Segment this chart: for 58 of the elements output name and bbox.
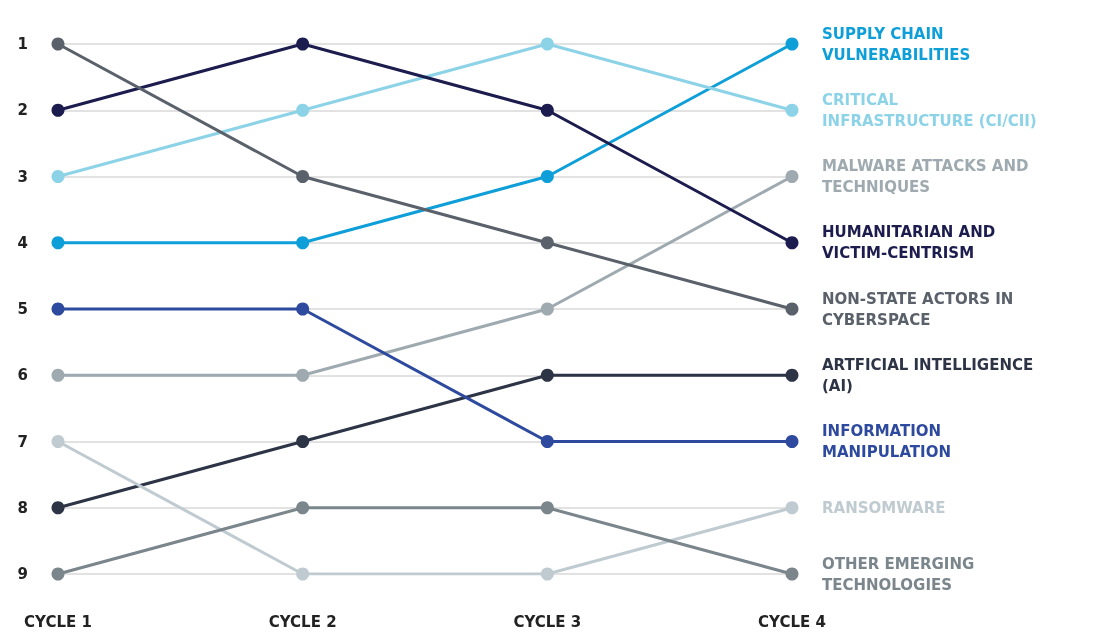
series-label: ARTFICIAL INTELLIGENCE (AI) bbox=[822, 355, 1039, 395]
point bbox=[51, 170, 65, 183]
point bbox=[540, 435, 554, 448]
point bbox=[785, 435, 799, 448]
point bbox=[51, 236, 65, 250]
point bbox=[540, 170, 554, 183]
y-tick-label: 3 bbox=[17, 167, 28, 186]
point bbox=[540, 501, 554, 515]
series-label: NON-STATE ACTORS IN CYBERSPACE bbox=[822, 289, 1019, 329]
point bbox=[296, 170, 310, 183]
y-tick-label: 6 bbox=[17, 366, 28, 385]
x-tick-label: CYCLE 4 bbox=[758, 612, 826, 631]
y-tick-label: 4 bbox=[17, 233, 28, 252]
y-tick-label: 5 bbox=[17, 300, 28, 318]
point bbox=[785, 368, 799, 382]
point bbox=[51, 501, 65, 515]
x-tick-label: CYCLE 2 bbox=[268, 612, 337, 631]
point bbox=[296, 368, 310, 382]
point bbox=[785, 501, 799, 515]
point bbox=[785, 103, 799, 117]
series-label: HUMANITARIAN AND VICTIM-CENTRISM bbox=[822, 223, 1001, 263]
point bbox=[51, 103, 65, 117]
point bbox=[540, 567, 554, 581]
point bbox=[785, 567, 799, 581]
point bbox=[51, 302, 65, 316]
y-tick-label: 9 bbox=[17, 565, 28, 583]
point bbox=[540, 37, 554, 51]
point bbox=[785, 170, 799, 183]
point bbox=[51, 567, 65, 581]
point bbox=[785, 37, 799, 51]
point bbox=[51, 435, 65, 448]
point bbox=[540, 368, 554, 382]
y-tick-label: 1 bbox=[17, 35, 28, 53]
series-label: CRITICAL INFRASTRUCTURE (CI/CII) bbox=[822, 90, 1037, 130]
point bbox=[540, 302, 554, 316]
point bbox=[540, 236, 554, 250]
point bbox=[296, 236, 310, 250]
series-label: OTHER EMERGING TECHNOLOGIES bbox=[822, 554, 980, 594]
point bbox=[296, 435, 310, 448]
point bbox=[296, 103, 310, 117]
x-tick-label: CYCLE 1 bbox=[24, 612, 92, 631]
point bbox=[296, 302, 310, 316]
series-label: INFORMATION MANIPULATION bbox=[822, 422, 951, 461]
point bbox=[785, 302, 799, 316]
series-label: RANSOMWARE bbox=[822, 498, 946, 517]
series-label: SUPPLY CHAIN VULNERABILITIES bbox=[822, 24, 971, 64]
series-label: MALWARE ATTACKS AND TECHNIQUES bbox=[822, 157, 1034, 196]
y-tick-label: 8 bbox=[17, 498, 28, 517]
point bbox=[51, 37, 65, 51]
point bbox=[540, 103, 554, 117]
point bbox=[785, 236, 799, 250]
x-tick-label: CYCLE 3 bbox=[513, 612, 582, 631]
point bbox=[296, 37, 310, 51]
point bbox=[296, 501, 310, 515]
y-tick-label: 7 bbox=[17, 432, 28, 451]
point bbox=[51, 368, 65, 382]
point bbox=[296, 567, 310, 581]
y-tick-label: 2 bbox=[17, 101, 28, 120]
